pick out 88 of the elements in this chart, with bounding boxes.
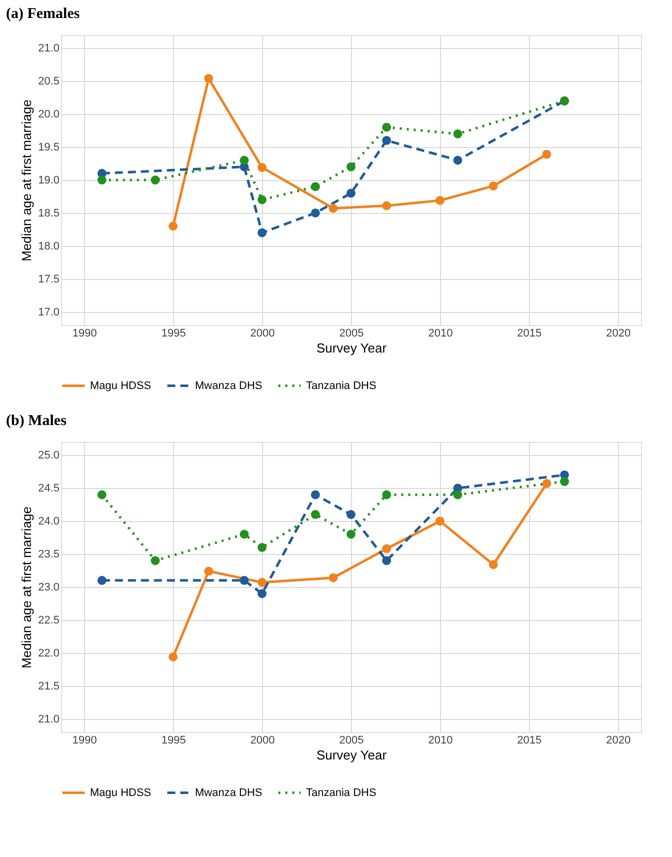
- point: [97, 576, 106, 585]
- point: [346, 188, 356, 198]
- x-axis-title: Survey Year: [316, 340, 388, 356]
- legend-label: Tanzania DHS: [306, 786, 376, 799]
- y-axis-title: Median age at first marriage: [19, 100, 34, 262]
- y-tick-label: 20.0: [38, 108, 60, 121]
- point: [382, 136, 392, 145]
- y-tick-label: 20.5: [38, 76, 60, 88]
- point: [258, 578, 267, 587]
- point: [150, 556, 160, 566]
- point: [168, 222, 178, 231]
- point: [382, 122, 392, 132]
- point: [150, 176, 160, 184]
- x-tick-label: 2020: [606, 734, 631, 746]
- x-tick-label: 2005: [339, 734, 364, 746]
- point: [310, 490, 320, 500]
- y-tick-label: 23.0: [38, 582, 60, 594]
- point: [240, 576, 249, 585]
- y-tick-label: 22.5: [38, 614, 60, 626]
- point: [453, 156, 462, 165]
- point: [542, 479, 552, 488]
- point: [97, 490, 106, 500]
- legend-label: Tanzania DHS: [306, 380, 376, 392]
- legend-label: Mwanza DHS: [195, 380, 262, 392]
- point: [258, 195, 267, 204]
- point: [168, 652, 178, 662]
- point: [204, 566, 214, 576]
- point: [328, 573, 338, 582]
- x-tick-label: 2005: [339, 328, 364, 340]
- point: [240, 530, 249, 539]
- y-tick-label: 25.0: [38, 450, 60, 462]
- x-tick-label: 1995: [161, 328, 186, 340]
- point: [382, 544, 392, 554]
- x-tick-label: 2015: [517, 734, 542, 746]
- point: [488, 560, 498, 570]
- point: [382, 490, 392, 500]
- x-tick-label: 2020: [606, 328, 631, 340]
- point: [560, 477, 569, 486]
- point: [453, 129, 462, 138]
- point: [258, 228, 267, 238]
- point: [346, 530, 356, 539]
- y-tick-label: 17.5: [38, 273, 60, 286]
- x-tick-label: 2015: [517, 328, 542, 340]
- chart-title: (b) Males: [6, 413, 67, 429]
- x-tick-label: 2000: [250, 734, 275, 746]
- y-tick-label: 21.0: [38, 713, 60, 726]
- point: [204, 74, 214, 83]
- y-tick-label: 19.0: [38, 174, 60, 186]
- point: [310, 510, 320, 519]
- point: [310, 208, 320, 218]
- x-axis-title: Survey Year: [316, 748, 388, 762]
- point: [258, 542, 267, 552]
- x-tick-label: 1990: [72, 734, 97, 746]
- point: [346, 510, 356, 519]
- x-tick-label: 2010: [428, 734, 453, 746]
- y-tick-label: 17.0: [38, 306, 60, 318]
- legend-label: Mwanza DHS: [195, 786, 262, 799]
- point: [435, 516, 444, 526]
- point: [382, 201, 392, 210]
- y-tick-label: 21.5: [38, 680, 60, 692]
- y-axis-title: Median age at first marriage: [19, 506, 34, 668]
- y-tick-label: 18.5: [38, 207, 60, 220]
- legend-label: Magu HDSS: [90, 786, 152, 799]
- point: [97, 176, 106, 184]
- y-tick-label: 18.0: [38, 240, 60, 252]
- y-tick-label: 23.5: [38, 548, 60, 561]
- point: [542, 150, 552, 159]
- chart-title: (a) Females: [6, 6, 80, 22]
- y-tick-label: 21.0: [38, 42, 60, 55]
- x-tick-label: 2010: [428, 328, 453, 340]
- y-tick-label: 19.5: [38, 142, 60, 154]
- y-tick-label: 24.0: [38, 516, 60, 528]
- point: [382, 556, 392, 566]
- point: [328, 204, 338, 213]
- point: [258, 163, 267, 172]
- point: [240, 156, 249, 165]
- y-tick-label: 22.0: [38, 647, 60, 660]
- legend-label: Magu HDSS: [90, 380, 152, 392]
- point: [310, 182, 320, 192]
- point: [258, 589, 267, 598]
- point: [453, 490, 462, 500]
- y-tick-label: 24.5: [38, 482, 60, 495]
- x-tick-label: 1995: [161, 734, 186, 746]
- x-tick-label: 1990: [72, 328, 97, 340]
- point: [488, 181, 498, 190]
- point: [435, 196, 444, 205]
- x-tick-label: 2000: [250, 328, 275, 340]
- point: [346, 162, 356, 172]
